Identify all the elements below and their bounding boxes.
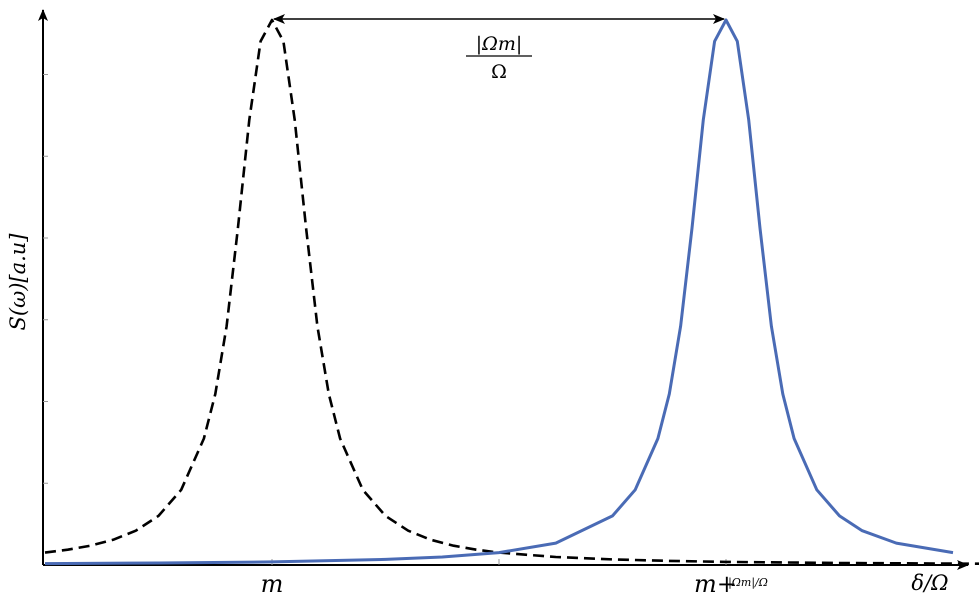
series-layer: [44, 18, 979, 566]
x-tick-label-2: m+: [694, 570, 737, 598]
y-axis-label: S(ω)[a.u]: [6, 233, 30, 331]
x-ticks: m m+|Ωm|/Ω: [261, 559, 768, 598]
x-tick-label-0: m: [261, 570, 284, 598]
y-ticks: [43, 74, 48, 484]
peak-separation-numerator: |Ωm|: [476, 33, 523, 55]
peak-separation-denominator: Ω: [491, 61, 507, 83]
x-tick-sublabel-2: |Ωm|/Ω: [728, 576, 768, 590]
x-axis-label: δ/Ω: [911, 571, 948, 595]
series-line-0: [44, 18, 979, 565]
series-line-1: [44, 18, 954, 566]
